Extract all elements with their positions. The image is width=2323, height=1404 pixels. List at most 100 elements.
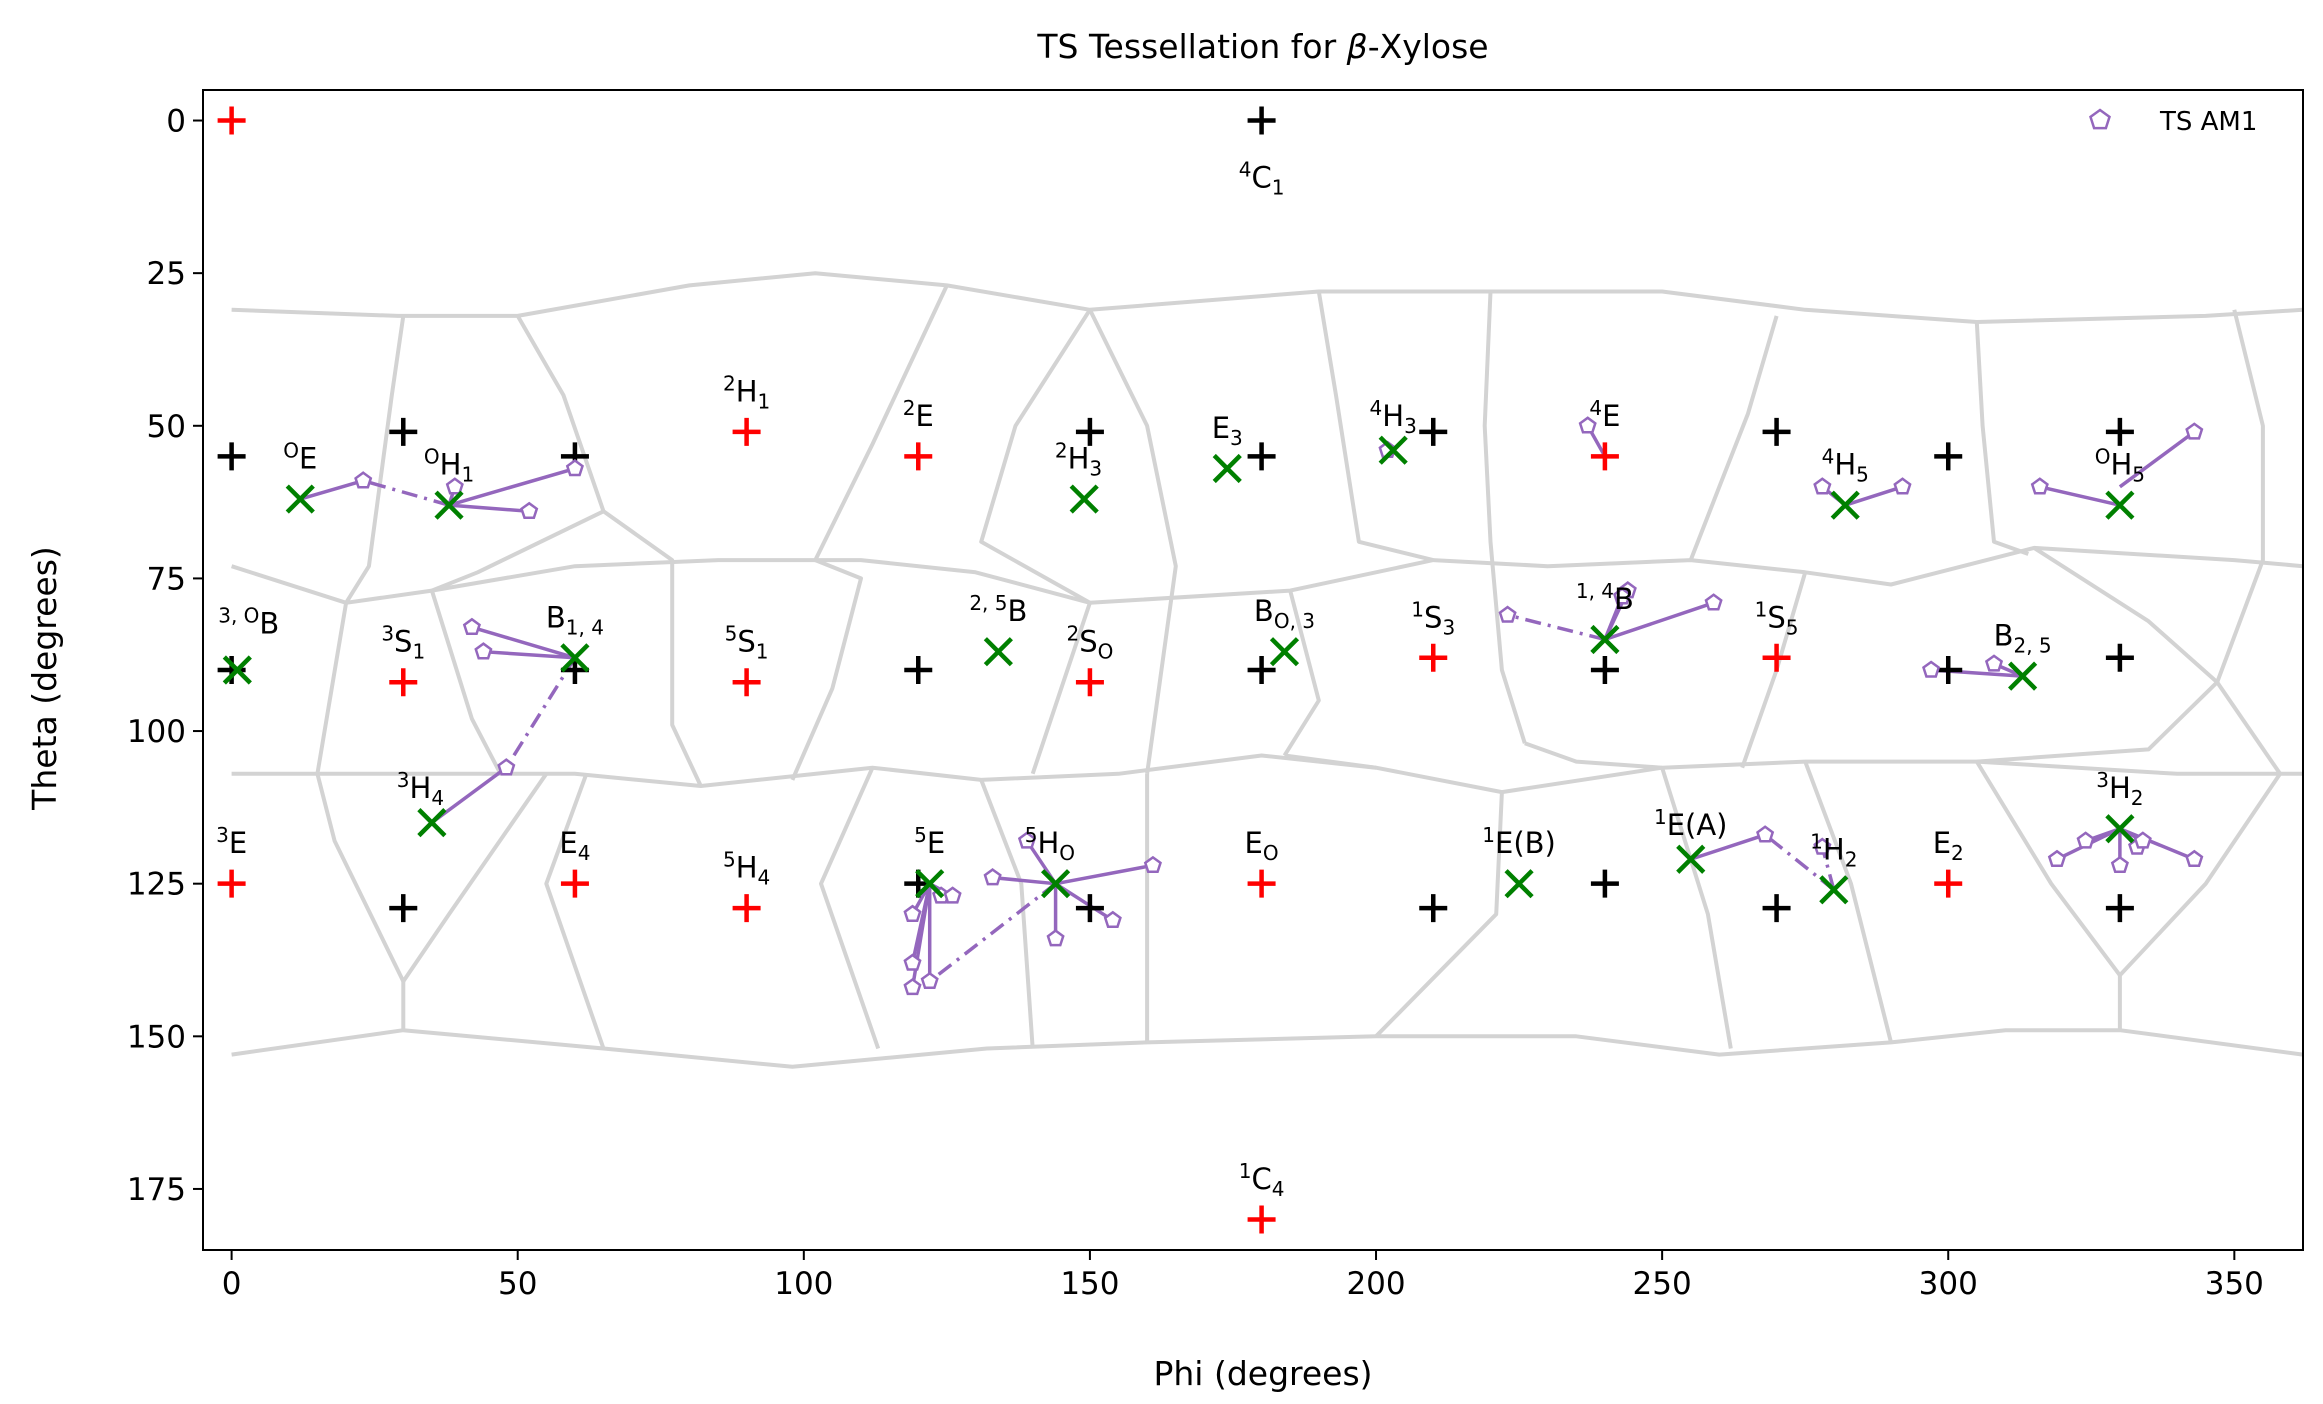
ts-am1-point bbox=[565, 458, 584, 477]
conformer-label-sub: 5 bbox=[1786, 615, 1799, 639]
ts-am1-point bbox=[903, 904, 922, 922]
conformer-label: 2, 5B bbox=[969, 591, 1027, 628]
y-tick-label: 150 bbox=[127, 1019, 186, 1055]
ts-am1-point bbox=[2185, 849, 2204, 867]
conformer-label: 2H1 bbox=[723, 371, 770, 413]
conformer-label: OH5 bbox=[2095, 445, 2145, 487]
conformer-label-base: B bbox=[1008, 594, 1028, 628]
ts-am1-point bbox=[1893, 477, 1912, 495]
green-x-marker bbox=[560, 643, 590, 673]
ts-am1-point bbox=[1613, 587, 1632, 605]
conformer-label-sup: O bbox=[2095, 445, 2111, 469]
conformer-label-sup: 3 bbox=[397, 768, 410, 792]
red-plus-marker bbox=[560, 869, 589, 898]
x-axis-ticks: 0 50 100 150 200 250 300 350 bbox=[222, 1250, 2264, 1302]
conformer-label-sup: 1, 4 bbox=[1576, 579, 1614, 603]
conformer-label-base: H bbox=[410, 771, 432, 805]
green-x-marker bbox=[915, 869, 945, 899]
ts-connection-line bbox=[2118, 430, 2196, 489]
conformer-label-base: S bbox=[394, 625, 412, 659]
green-x-marker bbox=[1830, 490, 1860, 520]
chart-title-prefix: TS Tessellation for bbox=[1036, 27, 1346, 66]
conformer-label-sub: 1 bbox=[412, 640, 425, 664]
ts-am1-point bbox=[1922, 660, 1941, 678]
y-axis-label: Theta (degrees) bbox=[25, 546, 64, 811]
conformer-label-sub: 1 bbox=[756, 640, 769, 664]
conformer-label-base: E bbox=[229, 826, 247, 860]
conformer-label-sup: 5 bbox=[725, 622, 738, 646]
y-tick-label: 125 bbox=[127, 867, 186, 903]
black-plus-marker bbox=[1247, 442, 1276, 471]
ts-am1-point bbox=[1984, 654, 2004, 672]
red-plus-marker bbox=[1247, 1205, 1276, 1234]
conformer-label-sub: 4 bbox=[758, 866, 771, 890]
ts-connection-line bbox=[928, 882, 1057, 983]
conformer-label: B1, 4 bbox=[546, 600, 604, 639]
conformer-label: 2SO bbox=[1066, 622, 1113, 664]
tessellation-boundary bbox=[1524, 741, 1663, 770]
conformer-label-sup: O bbox=[283, 439, 299, 463]
conformer-label-sup: 5 bbox=[914, 823, 927, 847]
conformer-label-sub: 2, 5 bbox=[2013, 634, 2051, 658]
y-tick-label: 75 bbox=[147, 561, 186, 597]
ts-am1-point bbox=[903, 977, 922, 996]
conformer-label: EO bbox=[1245, 826, 1279, 865]
tessellation-boundary bbox=[315, 315, 406, 775]
conformer-label-sup: 2 bbox=[1055, 439, 1068, 463]
conformer-label: 2E bbox=[903, 396, 934, 433]
x-tick-label: 250 bbox=[1633, 1266, 1692, 1302]
red-plus-marker bbox=[732, 668, 761, 697]
red-plus-marker bbox=[1247, 869, 1276, 898]
green-x-marker bbox=[285, 484, 315, 514]
conformer-label: 5E bbox=[914, 823, 945, 860]
conformer-label: OH1 bbox=[424, 445, 474, 487]
red-plus-marker bbox=[389, 668, 418, 697]
conformer-label-base: S bbox=[1767, 600, 1785, 634]
conformer-label-base: E bbox=[299, 442, 317, 476]
tessellation-boundary bbox=[231, 271, 2304, 324]
tessellation-boundary bbox=[790, 284, 949, 781]
conformer-label: 3, OB bbox=[218, 603, 279, 640]
green-x-marker bbox=[434, 490, 464, 520]
conformer-label: 5S1 bbox=[725, 622, 769, 664]
conformer-label-sub: 2 bbox=[2131, 786, 2144, 810]
conformer-label: 4E bbox=[1589, 396, 1620, 433]
green-x-marker bbox=[1040, 869, 1071, 899]
ts-connection-line bbox=[1604, 601, 1715, 642]
tessellation-boundary bbox=[1088, 308, 1178, 775]
conformer-label-base: E bbox=[1245, 826, 1263, 860]
conformer-label-sub: 4 bbox=[1272, 1177, 1285, 1201]
conformer-label-sup: 2, 5 bbox=[969, 591, 1007, 615]
legend-label: TS AM1 bbox=[2159, 107, 2257, 137]
conformer-label-sub: 3 bbox=[1230, 426, 1243, 450]
black-plus-marker bbox=[389, 417, 418, 446]
black-plus-marker bbox=[1419, 894, 1448, 923]
conformer-label-base: B bbox=[1994, 619, 2014, 653]
conformer-label-sub: O, 3 bbox=[1274, 609, 1315, 633]
conformer-label: B2, 5 bbox=[1994, 619, 2052, 658]
conformer-label-base: H bbox=[736, 851, 758, 885]
x-tick-label: 300 bbox=[1919, 1266, 1978, 1302]
conformer-label-base: H bbox=[736, 374, 758, 408]
conformer-label-sub: 2 bbox=[1845, 847, 1858, 871]
y-tick-label: 50 bbox=[147, 409, 186, 445]
red-plus-marker bbox=[217, 106, 246, 135]
conformer-label-sup: 1 bbox=[1755, 597, 1768, 621]
conformer-label-sub: 1 bbox=[461, 463, 474, 487]
black-plus-marker bbox=[2105, 417, 2134, 446]
ts-am1-point bbox=[462, 617, 481, 635]
chart-title-symbol: β bbox=[1346, 27, 1368, 66]
green-x-marker bbox=[222, 655, 252, 685]
ts-connection-line bbox=[362, 479, 450, 507]
x-axis-label: Phi (degrees) bbox=[1153, 1354, 1372, 1393]
x-tick-label: 350 bbox=[2205, 1266, 2264, 1302]
ts-connection-line bbox=[504, 656, 577, 769]
red-plus-marker bbox=[217, 869, 246, 898]
ts-connection-line bbox=[2119, 827, 2195, 861]
ts-connection-line bbox=[448, 466, 576, 507]
conformer-label-base: E bbox=[1602, 399, 1620, 433]
tessellation-boundary bbox=[544, 773, 606, 1050]
conformer-label: 3H4 bbox=[397, 768, 444, 810]
